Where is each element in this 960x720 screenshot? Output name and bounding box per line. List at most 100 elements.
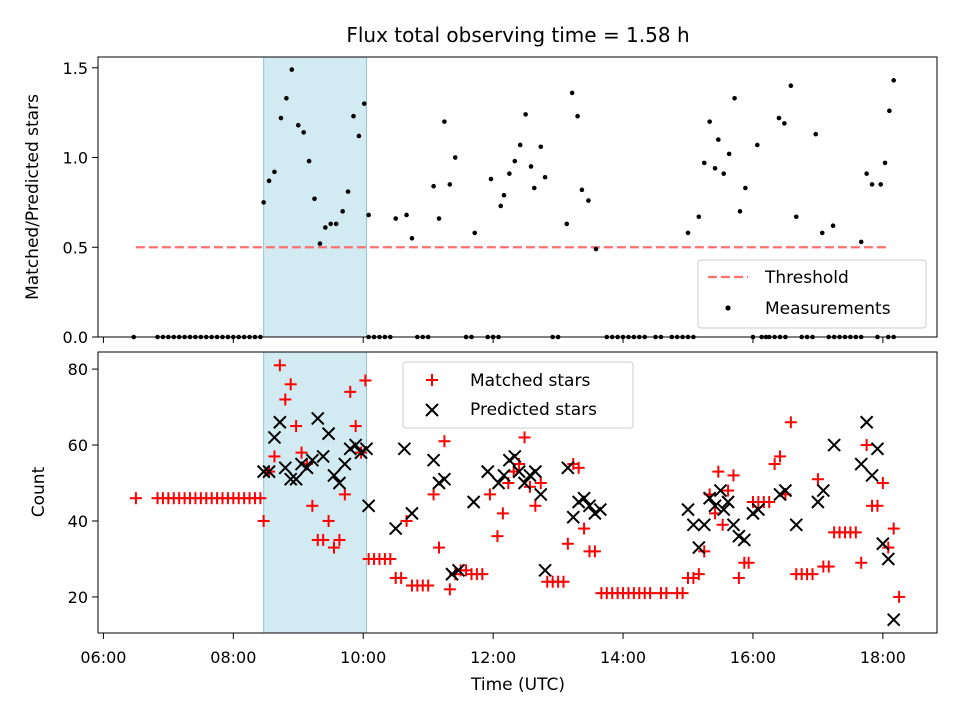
measurement-point	[716, 137, 721, 142]
predicted-star-marker	[686, 518, 701, 532]
matched-star-marker	[557, 575, 570, 588]
legend-measurement-marker	[725, 305, 731, 311]
matched-star-marker	[400, 514, 413, 527]
predicted-star-marker	[338, 457, 352, 471]
matched-star-marker	[438, 435, 451, 448]
predicted-star-marker	[566, 510, 580, 524]
matched-star-marker	[422, 579, 435, 592]
matched-star-marker	[876, 477, 889, 490]
predicted-star-marker	[886, 613, 901, 627]
measurement-point	[431, 183, 436, 189]
predicted-star-marker	[397, 442, 412, 456]
bottom-y-axis-label: Count	[29, 466, 49, 517]
measurement-point	[542, 174, 548, 180]
matched-star-marker	[660, 587, 673, 600]
measurement-point	[301, 130, 306, 135]
top-x-ticks	[102, 337, 884, 343]
predicted-star-marker	[300, 461, 314, 475]
measurement-point	[754, 142, 760, 148]
measurement-point	[317, 241, 323, 246]
predicted-star-marker	[865, 468, 879, 483]
measurement-point	[593, 246, 599, 252]
matched-star-marker	[518, 431, 531, 444]
matched-star-marker	[322, 514, 335, 527]
measurement-point	[891, 78, 896, 83]
matched-star-marker	[716, 518, 729, 531]
predicted-star-marker	[512, 464, 526, 479]
matched-star-marker	[882, 541, 895, 554]
predicted-star-marker	[517, 476, 532, 490]
matched-star-marker	[572, 461, 585, 474]
predicted-star-marker	[751, 502, 766, 517]
predicted-star-marker	[692, 540, 706, 555]
legend-predicted-label: Predicted stars	[470, 400, 597, 420]
measurement-point	[696, 214, 702, 220]
measurement-point	[517, 142, 523, 148]
predicted-star-marker	[278, 461, 292, 475]
measurement-point	[882, 160, 888, 166]
measurement-point	[333, 221, 339, 227]
measurement-point	[306, 158, 312, 164]
predicted-star-marker	[311, 411, 325, 426]
predicted-star-marker	[702, 491, 717, 505]
measurement-point	[356, 133, 362, 139]
measurement-point	[701, 160, 707, 166]
predicted-star-marker	[466, 495, 481, 509]
matched-star-marker	[806, 568, 819, 581]
measurement-point	[819, 230, 825, 236]
matched-star-marker	[427, 488, 440, 501]
predicted-star-marker	[827, 438, 841, 452]
measurement-point	[858, 239, 864, 245]
top-legend-box	[697, 259, 927, 329]
measurement-point	[878, 182, 884, 187]
matched-star-marker	[871, 499, 884, 512]
x-tick-label: 16:00	[730, 648, 776, 667]
matched-star-marker	[295, 446, 308, 459]
matched-star-marker	[279, 393, 292, 406]
matched-star-marker	[811, 473, 824, 486]
measurement-point	[501, 192, 507, 198]
matched-star-marker	[561, 537, 574, 550]
measurement-point	[362, 101, 367, 106]
matched-star-marker	[317, 533, 330, 546]
matched-star-marker	[395, 571, 408, 584]
measurement-point	[340, 209, 345, 214]
top-axes-frame	[97, 56, 938, 338]
top-y-tick-label: 0.0	[63, 328, 88, 347]
measurement-point	[743, 185, 748, 191]
predicted-star-marker	[348, 438, 363, 452]
measurement-point	[793, 214, 799, 220]
matched-star-marker	[273, 359, 286, 372]
matched-star-marker	[284, 378, 297, 391]
measurement-point	[586, 198, 591, 203]
predicted-star-marker	[262, 464, 276, 479]
top-y-ticks: 0.0 0.5 1.0 1.5	[63, 59, 98, 347]
measurement-point	[452, 155, 458, 160]
predicted-star-marker	[726, 518, 741, 532]
measurement-point	[813, 131, 819, 137]
bottom-y-tick-label: 40	[68, 512, 88, 531]
measurement-point	[712, 165, 718, 171]
measurement-point	[442, 119, 447, 124]
matched-star-marker	[496, 507, 509, 520]
predicted-star-marker	[870, 442, 885, 456]
measurement-point	[732, 95, 737, 101]
matched-star-marker	[698, 545, 711, 558]
matched-star-marker	[676, 587, 689, 600]
predicted-star-marker	[577, 491, 591, 505]
measurement-point	[512, 158, 518, 164]
measurement-point	[737, 209, 743, 214]
matched-star-marker	[491, 530, 504, 543]
predicted-star-marker	[593, 502, 608, 517]
matched-star-marker	[257, 514, 270, 527]
measurement-point	[523, 112, 528, 117]
matched-star-marker	[774, 450, 787, 463]
measurement-point	[312, 196, 317, 202]
predicted-star-marker	[534, 487, 548, 502]
predicted-star-marker	[256, 464, 271, 479]
matched-star-marker	[523, 480, 536, 493]
matched-star-marker	[727, 469, 740, 482]
matched-star-marker	[763, 495, 776, 508]
matched-star-marker	[333, 533, 346, 546]
